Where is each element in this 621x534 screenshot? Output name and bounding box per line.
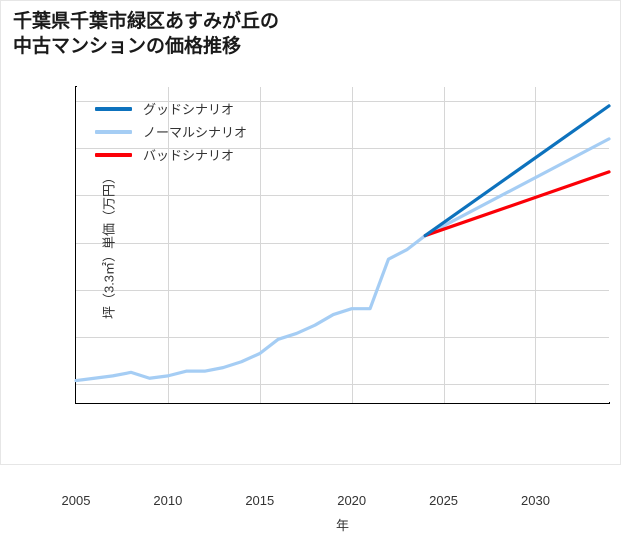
gridline-vertical	[535, 87, 537, 403]
series-line	[423, 104, 611, 238]
gridline-horizontal	[76, 101, 609, 103]
gridline-horizontal	[76, 289, 609, 291]
legend-label: バッドシナリオ	[143, 148, 235, 163]
series-line	[423, 170, 611, 238]
x-tick-label: 2015	[245, 493, 275, 508]
x-tick-label: 2025	[429, 493, 459, 508]
x-tick-label: 2010	[153, 493, 183, 508]
chart-legend: グッドシナリオ ノーマルシナリオ バッドシナリオ	[89, 95, 253, 168]
legend-label: グッドシナリオ	[143, 102, 235, 117]
gridline-horizontal	[76, 195, 609, 197]
gridline-horizontal	[76, 242, 609, 244]
gridline-horizontal	[76, 384, 609, 386]
series-line	[74, 137, 611, 383]
legend-item[interactable]: バッドシナリオ	[95, 143, 247, 166]
gridline-vertical	[351, 87, 353, 403]
legend-item[interactable]: ノーマルシナリオ	[95, 120, 247, 143]
plot-background	[76, 87, 609, 403]
gridline-vertical	[259, 87, 261, 403]
y-axis-title: 坪（3.3㎡）単価（万円）	[101, 170, 117, 320]
x-tick-label: 2020	[337, 493, 367, 508]
legend-label: ノーマルシナリオ	[143, 125, 248, 140]
gridline-vertical	[443, 87, 445, 403]
x-tick-label: 2005	[61, 493, 91, 508]
legend-color-swatch	[95, 106, 132, 111]
gridline-horizontal	[76, 148, 609, 150]
x-axis-line	[75, 402, 610, 404]
series-lines	[74, 104, 611, 383]
x-axis-title: 年	[335, 518, 349, 533]
gridline-vertical	[167, 87, 169, 403]
x-tick-label: 2030	[521, 493, 550, 508]
legend-color-swatch	[95, 152, 132, 157]
legend-color-swatch	[95, 129, 132, 134]
chart-title: 千葉県千葉市緑区あすみが丘の 中古マンションの価格推移	[13, 11, 280, 58]
gridline-horizontal	[76, 336, 609, 338]
legend-item[interactable]: グッドシナリオ	[95, 97, 247, 120]
plot-area: 406080100120140160 200520102015202020252…	[62, 87, 611, 533]
